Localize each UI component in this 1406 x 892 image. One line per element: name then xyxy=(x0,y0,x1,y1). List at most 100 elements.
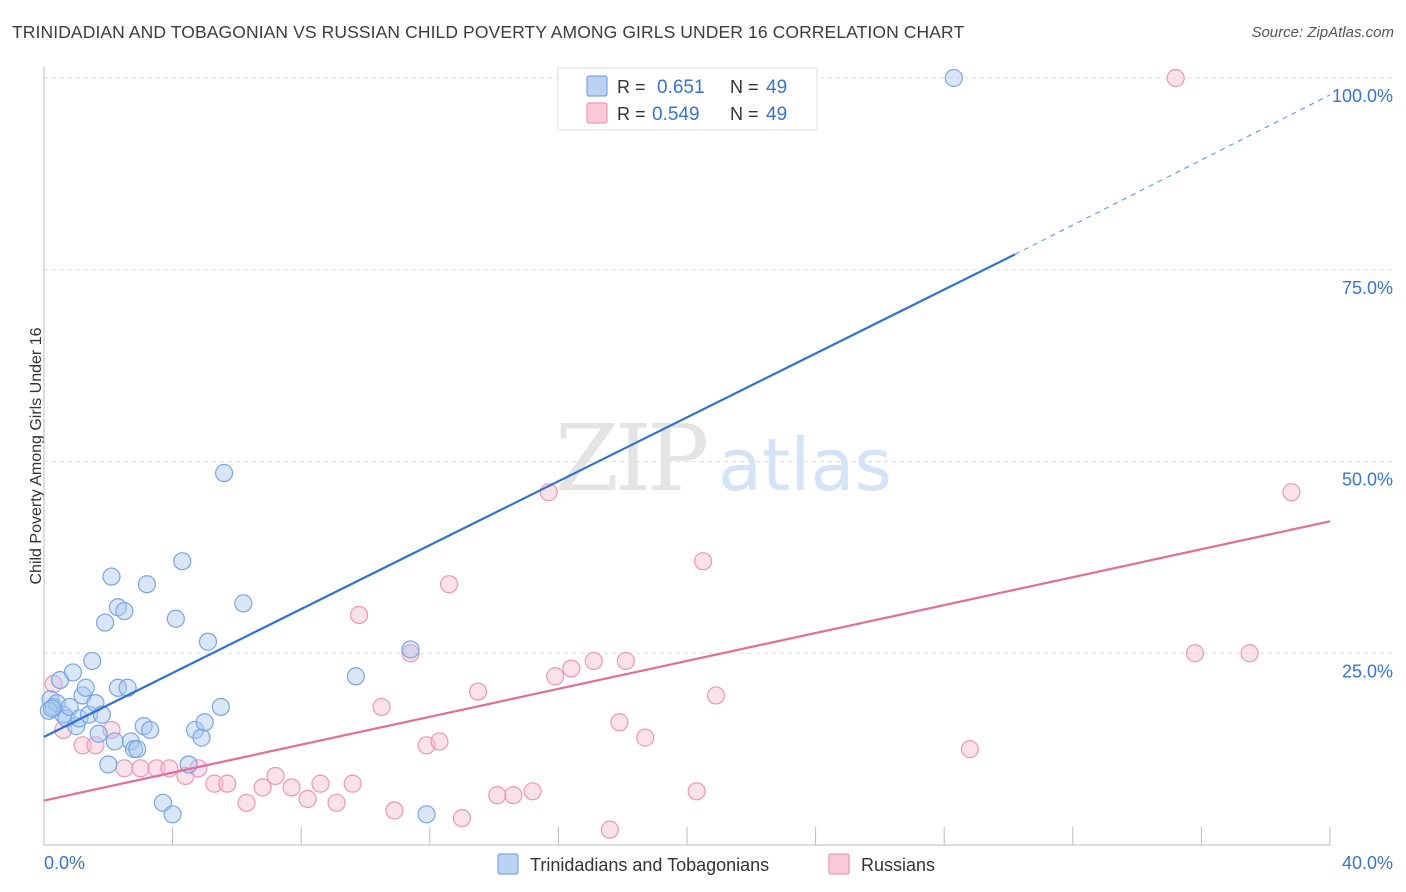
russian-point xyxy=(610,713,629,732)
russian-point xyxy=(115,759,134,778)
series-legend-label: Russians xyxy=(861,855,935,875)
trinidadian-point xyxy=(192,728,211,747)
legend-n-value: 49 xyxy=(766,104,787,125)
russian-point xyxy=(73,736,92,755)
watermark-zip: ZIP xyxy=(555,405,706,512)
trend-lines xyxy=(43,94,1331,802)
trinidadian-point xyxy=(42,699,62,718)
trinidadian-point xyxy=(102,567,121,586)
trinidadian-point xyxy=(346,667,365,686)
russian-point xyxy=(439,575,459,594)
trinidadian-point xyxy=(76,678,95,697)
trinidadian-point xyxy=(211,697,230,717)
trinidadian-point xyxy=(401,640,420,659)
russian-point xyxy=(430,732,449,751)
trend-line-blue-extension xyxy=(1014,94,1331,255)
russian-point xyxy=(523,782,542,801)
trinidadian-point xyxy=(198,632,218,651)
chart-title: TRINIDADIAN AND TOBAGONIAN VS RUSSIAN CH… xyxy=(12,22,965,42)
russian-point xyxy=(343,774,362,793)
trinidadian-point xyxy=(105,732,124,751)
trinidadian-point xyxy=(140,720,160,740)
russian-point xyxy=(706,686,726,705)
y-tick-label: 50.0% xyxy=(1342,470,1393,490)
russian-point xyxy=(266,766,285,786)
y-tick-label: 75.0% xyxy=(1342,278,1393,298)
legend-swatch-pink xyxy=(586,102,608,124)
russians-points xyxy=(44,68,1301,839)
legend-swatch-blue xyxy=(586,75,608,97)
source-label: Source: ZipAtlas.com xyxy=(1251,24,1394,41)
tick-labels: 25.0% 50.0% 75.0% 100.0% 0.0% 40.0% xyxy=(44,86,1393,873)
series-legend-swatch-blue xyxy=(497,853,519,875)
russian-point xyxy=(488,786,507,805)
trend-line-blue xyxy=(43,253,1016,738)
russian-point xyxy=(468,682,488,701)
trinidadian-point xyxy=(89,724,108,743)
russian-point xyxy=(584,651,603,671)
watermark-atlas: atlas xyxy=(718,423,892,507)
russian-point xyxy=(600,820,619,839)
trinidadian-point xyxy=(417,805,436,824)
trinidadian-point xyxy=(944,68,963,88)
gridlines xyxy=(44,77,1392,654)
trinidadian-point xyxy=(234,594,253,613)
watermark: ZIP atlas xyxy=(555,405,892,512)
x-tick-label: 40.0% xyxy=(1342,853,1393,873)
russian-point xyxy=(1166,68,1185,88)
trinidadian-point xyxy=(115,601,134,621)
y-tick-label: 100.0% xyxy=(1332,86,1393,106)
russian-point xyxy=(1240,644,1259,663)
russian-point xyxy=(452,809,472,828)
trinidadian-point xyxy=(163,805,182,824)
russian-point xyxy=(616,651,636,671)
russian-point xyxy=(960,740,980,759)
legend-r-value: 0.651 xyxy=(657,77,705,98)
trinidadian-point xyxy=(128,740,147,759)
russian-point xyxy=(237,793,256,812)
legend-n-label: N = xyxy=(730,104,759,124)
russian-point xyxy=(687,782,706,801)
axes xyxy=(43,67,1331,846)
trinidadian-point xyxy=(95,613,115,632)
series-legend: Trinidadians and Tobagonians Russians xyxy=(497,853,935,875)
russian-point xyxy=(562,659,581,678)
correlation-legend: R = 0.651 N = 49 R = 0.549 N = 49 xyxy=(557,67,818,131)
russian-point xyxy=(311,774,330,793)
legend-r-label: R = xyxy=(617,104,646,124)
trinidadian-point xyxy=(39,701,58,720)
russian-point xyxy=(205,774,224,793)
trinidadian-point xyxy=(99,755,118,774)
series-legend-label: Trinidadians and Tobagonians xyxy=(530,855,769,875)
russian-point xyxy=(1282,483,1301,502)
trend-line-pink xyxy=(43,520,1331,802)
trinidadian-point xyxy=(108,678,128,697)
russian-point xyxy=(131,759,150,778)
russian-point xyxy=(504,786,523,805)
russian-point xyxy=(372,697,391,717)
legend-n-value: 49 xyxy=(766,77,787,98)
trinidadian-point xyxy=(195,713,214,732)
trinidadian-point xyxy=(63,663,83,682)
russian-point xyxy=(693,552,713,571)
russian-point xyxy=(385,801,404,820)
trinidadian-point xyxy=(214,463,234,483)
trinidadian-point xyxy=(118,678,137,697)
russian-point xyxy=(401,644,420,663)
trinidadian-point xyxy=(173,552,192,571)
russian-point xyxy=(253,778,272,797)
russian-point xyxy=(218,774,237,793)
russian-point xyxy=(86,736,105,755)
legend-r-value: 0.549 xyxy=(652,104,700,125)
y-tick-label: 25.0% xyxy=(1342,661,1393,681)
russian-point xyxy=(282,778,301,797)
russian-point xyxy=(1185,644,1205,663)
x-tick-label: 0.0% xyxy=(44,853,85,873)
trinidadian-point xyxy=(137,575,156,594)
legend-r-label: R = xyxy=(617,77,646,97)
russian-point xyxy=(327,793,346,812)
series-legend-swatch-pink xyxy=(828,853,850,875)
russian-point xyxy=(636,728,655,747)
russian-point xyxy=(349,605,369,625)
